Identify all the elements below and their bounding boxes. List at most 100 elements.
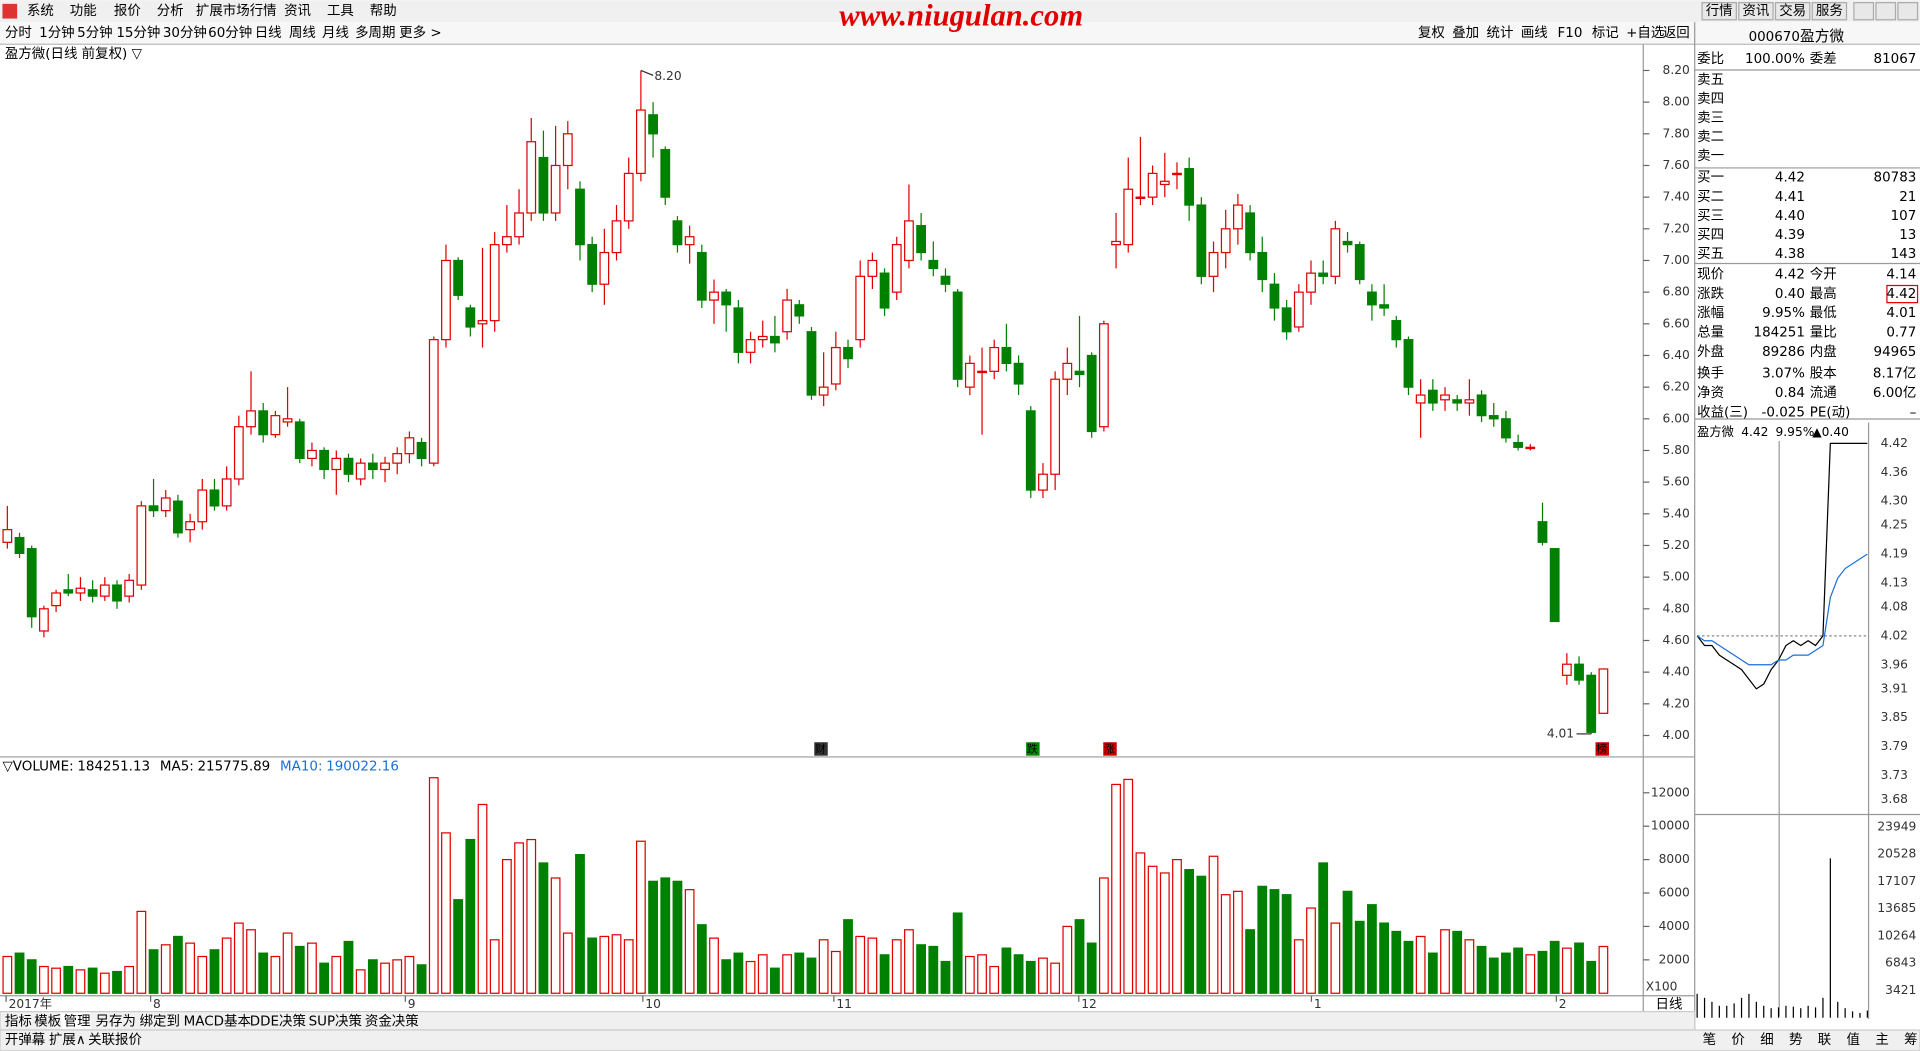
tool-button[interactable]: 叠加 xyxy=(1452,25,1479,41)
period-tab[interactable]: 1分钟 xyxy=(39,24,74,41)
event-marker[interactable] xyxy=(1026,742,1040,756)
status-tab[interactable]: 扩展∧ xyxy=(49,1032,86,1048)
volume-bar xyxy=(709,937,719,994)
side-tab[interactable]: 值 xyxy=(1847,1032,1860,1048)
menu-item[interactable]: 扩展市场行情 xyxy=(196,2,277,19)
bottom-tab[interactable]: SUP决策 xyxy=(309,1012,363,1029)
intraday-header: 9.95% xyxy=(1776,425,1815,439)
volume-bar xyxy=(294,945,305,994)
period-tab[interactable]: 60分钟 xyxy=(208,24,252,41)
menu-item[interactable]: 系统 xyxy=(27,3,54,19)
intraday-vol-tick: 13685 xyxy=(1877,901,1916,915)
side-tab[interactable]: 主 xyxy=(1875,1032,1888,1048)
candle-body xyxy=(221,478,232,507)
status-tab[interactable]: 关联报价 xyxy=(88,1032,142,1048)
stat-label: 总量 xyxy=(1697,325,1724,341)
event-label[interactable]: 榜 xyxy=(1596,742,1607,756)
bottom-tab[interactable]: 绑定到 xyxy=(140,1013,180,1029)
candle-body xyxy=(441,259,451,341)
volume-bar xyxy=(465,838,476,994)
candle-body xyxy=(1306,272,1316,293)
volume-bar xyxy=(112,970,122,994)
stat-value: 0.77 xyxy=(1886,326,1916,341)
watermark: www.niugulan.com xyxy=(839,0,1083,33)
y-tick-label: 4.80 xyxy=(1663,601,1690,615)
candle-body xyxy=(1354,244,1365,281)
side-tab[interactable]: 联 xyxy=(1818,1032,1831,1048)
menu-item[interactable]: 功能 xyxy=(70,3,97,19)
top-button-label[interactable]: 行情 xyxy=(1706,3,1733,19)
tool-button[interactable]: 画线 xyxy=(1521,25,1548,41)
period-tab[interactable]: 5分钟 xyxy=(77,24,112,41)
candle-body xyxy=(1318,272,1329,277)
period-tab[interactable]: 更多 > xyxy=(399,24,441,41)
bottom-tab[interactable]: 资金决策 xyxy=(365,1012,419,1029)
bottom-tab[interactable]: DDE决策 xyxy=(250,1012,307,1029)
candle-body xyxy=(879,272,890,309)
volume-bar xyxy=(538,862,549,994)
menu-item[interactable]: 帮助 xyxy=(370,3,397,19)
volume-bar xyxy=(648,880,658,994)
top-button-label[interactable]: 资讯 xyxy=(1742,3,1769,19)
volume-bar xyxy=(367,959,378,994)
stat-label: 净资 xyxy=(1697,385,1724,401)
top-button[interactable] xyxy=(1738,2,1774,21)
window-button[interactable] xyxy=(1875,2,1897,21)
top-button[interactable] xyxy=(1701,2,1737,21)
top-button[interactable] xyxy=(1774,2,1811,21)
volume-bar xyxy=(404,955,415,994)
candle-body xyxy=(1220,228,1231,254)
legend-value: 184251.13 xyxy=(77,760,150,775)
bottom-tab[interactable]: 管理 xyxy=(64,1013,91,1029)
bottom-tab[interactable]: 另存为 xyxy=(96,1013,136,1029)
y-tick-label: 6.80 xyxy=(1663,285,1690,299)
window-button[interactable] xyxy=(1897,2,1919,21)
tool-button[interactable]: F10 xyxy=(1558,26,1583,41)
side-tab[interactable]: 笔 xyxy=(1703,1032,1716,1048)
volume-bar xyxy=(684,889,695,994)
candle-body xyxy=(343,457,354,475)
window-button[interactable] xyxy=(1853,2,1875,21)
volume-bar xyxy=(1245,929,1255,994)
tool-button[interactable]: +自选 xyxy=(1626,25,1664,41)
top-button-label[interactable]: 服务 xyxy=(1816,3,1843,19)
menu-item[interactable]: 资讯 xyxy=(284,3,311,19)
period-tab[interactable]: 周线 xyxy=(289,25,316,41)
event-marker[interactable] xyxy=(1595,742,1609,756)
period-tab[interactable]: 15分钟 xyxy=(116,24,160,41)
menu-item[interactable]: 报价 xyxy=(114,3,141,19)
side-tab[interactable]: 筹 xyxy=(1904,1031,1917,1048)
top-button-label[interactable]: 交易 xyxy=(1779,2,1806,19)
top-button[interactable] xyxy=(1811,2,1848,21)
tool-button[interactable]: 统计 xyxy=(1487,25,1514,41)
event-label[interactable]: 财 xyxy=(815,742,826,756)
volume-bar xyxy=(38,965,49,994)
candle-body xyxy=(1427,389,1438,404)
menu-item[interactable]: 分析 xyxy=(157,3,184,19)
tool-button[interactable]: 复权 xyxy=(1418,24,1445,41)
bottom-tab[interactable]: 模板 xyxy=(34,1013,61,1029)
period-tab[interactable]: 月线 xyxy=(322,25,349,41)
period-tab[interactable]: 30分钟 xyxy=(163,24,207,41)
intraday-vol-tick: 10264 xyxy=(1877,928,1916,942)
tool-button[interactable]: 返回 xyxy=(1663,25,1690,41)
volume-bar xyxy=(1147,865,1158,994)
stat-value: 0.84 xyxy=(1775,386,1805,401)
event-label[interactable]: 涨 xyxy=(1104,743,1115,756)
tool-button[interactable]: 标记 xyxy=(1592,25,1619,41)
candle-body xyxy=(575,188,585,246)
period-tab[interactable]: 分时 xyxy=(5,25,32,41)
side-tab[interactable]: 势 xyxy=(1789,1032,1802,1048)
bottom-tab[interactable]: MACD基本 xyxy=(184,1012,251,1029)
event-label[interactable]: 跌 xyxy=(1027,742,1038,756)
status-tab[interactable]: 开弹幕 xyxy=(5,1032,46,1048)
period-tab[interactable]: 多周期 xyxy=(355,24,395,41)
event-marker[interactable] xyxy=(814,742,828,756)
bottom-tab[interactable]: 指标 xyxy=(5,1013,32,1029)
side-tab[interactable]: 价 xyxy=(1731,1033,1745,1048)
volume-bar xyxy=(1513,947,1524,994)
side-tab[interactable]: 细 xyxy=(1760,1032,1773,1048)
period-tab[interactable]: 日线 xyxy=(255,25,282,41)
event-marker[interactable] xyxy=(1103,742,1117,756)
menu-item[interactable]: 工具 xyxy=(327,4,354,19)
